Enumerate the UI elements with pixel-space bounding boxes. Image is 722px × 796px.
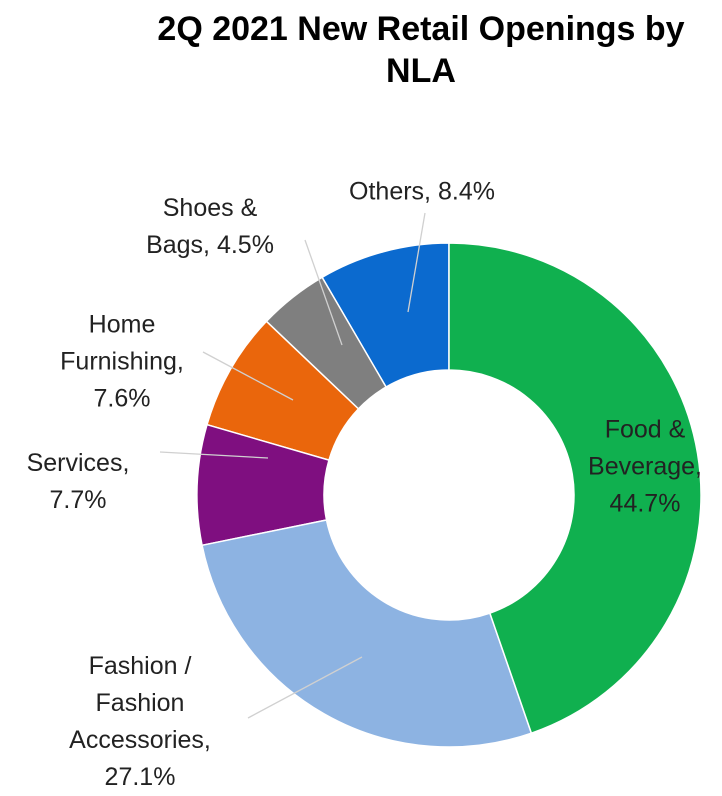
value-label: 7.7% <box>49 486 107 514</box>
category-label: Home Furnishing, <box>60 310 184 376</box>
leader-line <box>247 656 363 719</box>
leader-line <box>304 239 343 346</box>
data-label: Services, 7.7% <box>8 445 148 519</box>
category-label: Fashion / Fashion Accessories, <box>69 652 211 754</box>
leader-line <box>202 351 294 401</box>
data-label: Fashion / Fashion Accessories, 27.1% <box>55 648 225 796</box>
category-label: Services, <box>26 449 130 477</box>
category-label: Others, <box>349 177 432 206</box>
data-label: Food & Beverage, 44.7% <box>570 412 720 523</box>
category-label: Food & Beverage, <box>588 415 702 481</box>
value-label: 8.4% <box>437 177 495 206</box>
value-label: 4.5% <box>216 231 274 259</box>
donut-slice <box>265 276 388 410</box>
data-label: Shoes & Bags, 4.5% <box>135 190 285 264</box>
leader-line <box>159 451 269 459</box>
donut-slice <box>206 320 360 462</box>
chart-title: 2Q 2021 New Retail Openings by NLA <box>157 10 685 90</box>
donut-slice <box>196 423 330 547</box>
donut-slice <box>448 242 702 735</box>
data-label: Others, 8.4% <box>312 174 532 211</box>
value-label: 27.1% <box>104 763 176 791</box>
value-label: 7.6% <box>93 384 151 413</box>
value-label: 44.7% <box>609 489 681 518</box>
category-label: Shoes & Bags, <box>146 194 258 259</box>
leader-line <box>407 212 426 313</box>
data-label: Home Furnishing, 7.6% <box>37 307 207 418</box>
donut-slice <box>201 519 533 748</box>
